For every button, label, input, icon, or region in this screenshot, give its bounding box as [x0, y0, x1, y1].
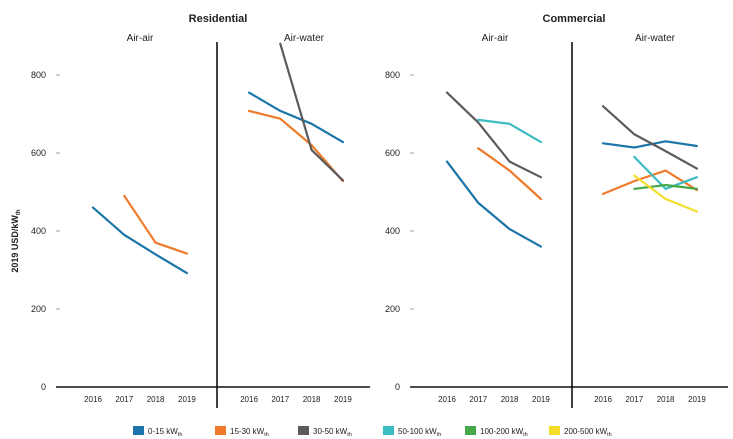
y-tick-label: 600 — [31, 148, 46, 158]
series-line-s5 — [633, 174, 699, 213]
legend-entry: 50-100 kWth — [398, 427, 441, 438]
legend-entry: 15-30 kWth — [230, 427, 269, 438]
x-tick-label: 2019 — [532, 395, 550, 404]
x-tick-label: 2016 — [84, 395, 102, 404]
series-line-s0 — [91, 206, 188, 275]
x-tick-label: 2017 — [469, 395, 487, 404]
legend-swatch — [298, 426, 309, 435]
x-tick-label: 2018 — [303, 395, 321, 404]
legend-swatch — [383, 426, 394, 435]
legend-entry: 200-500 kWth — [564, 427, 612, 438]
legend-swatch — [549, 426, 560, 435]
x-tick-label: 2016 — [240, 395, 258, 404]
legend-label: 30-50 kW — [313, 427, 348, 436]
series-line-s0 — [247, 91, 344, 144]
legend-label-subscript: th — [264, 432, 269, 438]
legend-label: 100-200 kW — [480, 427, 524, 436]
series-line-s2 — [279, 42, 344, 182]
panel-title: Air-water — [284, 33, 325, 44]
y-tick-label: 200 — [31, 304, 46, 314]
panel-title: Air-water — [635, 33, 676, 44]
series-line-s1 — [123, 194, 188, 255]
panel-title: Air-air — [482, 33, 509, 44]
x-tick-label: 2016 — [438, 395, 456, 404]
legend-label: 0-15 kW — [148, 427, 178, 436]
x-tick-label: 2019 — [178, 395, 196, 404]
y-tick-label: 0 — [395, 382, 400, 392]
legend-label-subscript: th — [607, 432, 612, 438]
y-tick-label: 800 — [31, 70, 46, 80]
legend-label-subscript: th — [178, 432, 183, 438]
group-title-residential: Residential — [189, 13, 248, 25]
x-tick-label: 2018 — [147, 395, 165, 404]
x-tick-label: 2017 — [115, 395, 133, 404]
legend-label-subscript: th — [347, 432, 352, 438]
legend-swatch — [133, 426, 144, 435]
legend-label: 200-500 kW — [564, 427, 608, 436]
y-tick-label: 600 — [385, 148, 400, 158]
legend-entry: 30-50 kWth — [313, 427, 352, 438]
series-line-s3 — [477, 118, 543, 144]
legend-label: 50-100 kW — [398, 427, 437, 436]
y-tick-label: 800 — [385, 70, 400, 80]
legend-swatch — [215, 426, 226, 435]
series-line-s1 — [601, 169, 699, 195]
x-tick-label: 2018 — [657, 395, 675, 404]
series-line-s1 — [477, 147, 543, 201]
x-tick-label: 2019 — [688, 395, 706, 404]
legend-entry: 100-200 kWth — [480, 427, 528, 438]
series-line-s3 — [633, 155, 699, 190]
series-line-s0 — [601, 140, 699, 149]
y-axis-label-text: 2019 USD/kW — [10, 215, 20, 273]
x-tick-label: 2018 — [501, 395, 519, 404]
legend-swatch — [465, 426, 476, 435]
x-tick-label: 2017 — [625, 395, 643, 404]
legend-label-subscript: th — [437, 432, 442, 438]
series-line-s2 — [601, 105, 699, 170]
series-line-s2 — [445, 91, 543, 179]
series-line-s1 — [247, 109, 344, 183]
y-tick-label: 400 — [31, 226, 46, 236]
group-title-commercial: Commercial — [543, 13, 606, 25]
x-tick-label: 2016 — [594, 395, 612, 404]
x-tick-label: 2017 — [271, 395, 289, 404]
legend-entry: 0-15 kWth — [148, 427, 182, 438]
legend-label-subscript: th — [523, 432, 528, 438]
legend-label: 15-30 kW — [230, 427, 265, 436]
y-tick-label: 200 — [385, 304, 400, 314]
series-line-s0 — [445, 160, 543, 248]
y-axis-label: 2019 USD/kWth — [10, 209, 22, 273]
panel-title: Air-air — [127, 33, 154, 44]
y-tick-label: 400 — [385, 226, 400, 236]
x-tick-label: 2019 — [334, 395, 352, 404]
series-line-s4 — [633, 183, 699, 190]
y-tick-label: 0 — [41, 382, 46, 392]
y-axis-label-subscript: th — [16, 209, 22, 215]
